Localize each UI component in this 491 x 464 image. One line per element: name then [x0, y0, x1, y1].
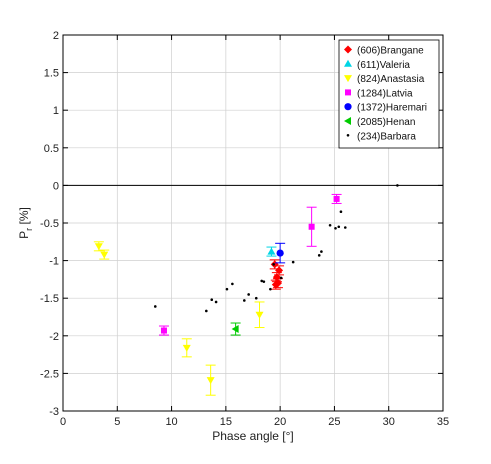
- y-axis-label: Pr [%]: [17, 207, 34, 239]
- data-point: [279, 276, 283, 280]
- legend-label: (611)Valeria: [357, 60, 410, 71]
- data-point: [182, 344, 191, 352]
- data-point: [272, 263, 275, 266]
- x-tick-label: 15: [220, 416, 232, 428]
- y-tick-label: -3: [49, 406, 59, 418]
- legend-label: (1284)Latvia: [357, 88, 413, 99]
- y-tick-label: -2: [49, 331, 59, 343]
- series-group: [158, 193, 342, 336]
- data-point: [333, 195, 340, 202]
- y-axis-label-unit: [%]: [17, 207, 31, 228]
- data-point: [205, 309, 208, 313]
- y-tick-label: -0.5: [40, 218, 59, 230]
- data-point: [396, 184, 399, 187]
- legend-marker: [344, 45, 352, 54]
- legend-label: (234)Barbara: [357, 131, 416, 142]
- data-point: [210, 298, 214, 302]
- x-axis-label: Phase angle [°]: [212, 429, 294, 443]
- data-point: [94, 243, 103, 251]
- data-point: [243, 299, 246, 302]
- x-tick-label: 35: [437, 416, 449, 428]
- data-point: [260, 279, 263, 283]
- data-point: [231, 282, 234, 286]
- y-tick-label: -1.5: [40, 293, 59, 305]
- y-tick-label: 1.5: [44, 68, 59, 80]
- y-tick-label: 0.5: [44, 143, 59, 155]
- legend-marker: [345, 89, 351, 96]
- series-group: [93, 241, 265, 396]
- data-point: [206, 377, 215, 385]
- data-point: [254, 296, 258, 300]
- series-group: [275, 242, 286, 264]
- x-tick-label: 10: [165, 416, 177, 428]
- data-point: [343, 226, 347, 229]
- data-point: [337, 225, 341, 229]
- data-point: [255, 311, 264, 319]
- data-point: [320, 250, 323, 253]
- data-point: [225, 287, 229, 291]
- y-tick-label: -1: [49, 256, 59, 268]
- plot-frame: [62, 34, 444, 412]
- legend-marker: [344, 117, 351, 125]
- y-tick-label: 1: [53, 105, 59, 117]
- legend-marker: [346, 134, 350, 137]
- y-axis-label-main: P: [17, 231, 31, 239]
- data-point: [214, 300, 218, 304]
- x-tick-label: 0: [60, 416, 66, 428]
- data-point: [276, 249, 284, 257]
- y-tick-label: 2: [53, 30, 59, 42]
- data-point: [308, 223, 315, 230]
- legend-marker: [344, 75, 352, 83]
- data-point: [328, 223, 332, 227]
- series-group: [153, 131, 430, 313]
- data-point: [339, 210, 343, 214]
- data-point: [291, 260, 295, 264]
- legend-label: (606)Brangane: [357, 46, 424, 57]
- series-group: [230, 322, 241, 336]
- data-point: [247, 293, 250, 296]
- data-point: [153, 305, 157, 308]
- y-tick-label: -2.5: [40, 368, 59, 380]
- data-point: [262, 280, 266, 283]
- data-point: [160, 327, 167, 334]
- legend-label: (2085)Henan: [357, 117, 415, 128]
- x-tick-label: 20: [274, 416, 286, 428]
- y-tick-label: 0: [53, 180, 59, 192]
- x-tick-label: 30: [383, 416, 395, 428]
- data-point: [317, 254, 321, 257]
- data-point: [231, 325, 239, 334]
- legend: (606)Brangane (611)Valeria (824)Anastasia (…: [338, 39, 440, 149]
- data-point: [334, 226, 337, 230]
- series-group: [266, 246, 277, 257]
- y-axis-label-subscript: r: [24, 228, 34, 231]
- legend-marker: [344, 59, 352, 67]
- data-point: [100, 251, 109, 259]
- data-points: [93, 131, 430, 396]
- data-point: [267, 247, 276, 255]
- legend-marker: [344, 103, 352, 111]
- data-point: [269, 287, 272, 291]
- legend-box: [338, 39, 440, 149]
- legend-label: (824)Anastasia: [357, 74, 425, 85]
- x-tick-label: 25: [328, 416, 340, 428]
- x-tick-label: 5: [114, 416, 120, 428]
- legend-label: (1372)Haremari: [357, 103, 427, 114]
